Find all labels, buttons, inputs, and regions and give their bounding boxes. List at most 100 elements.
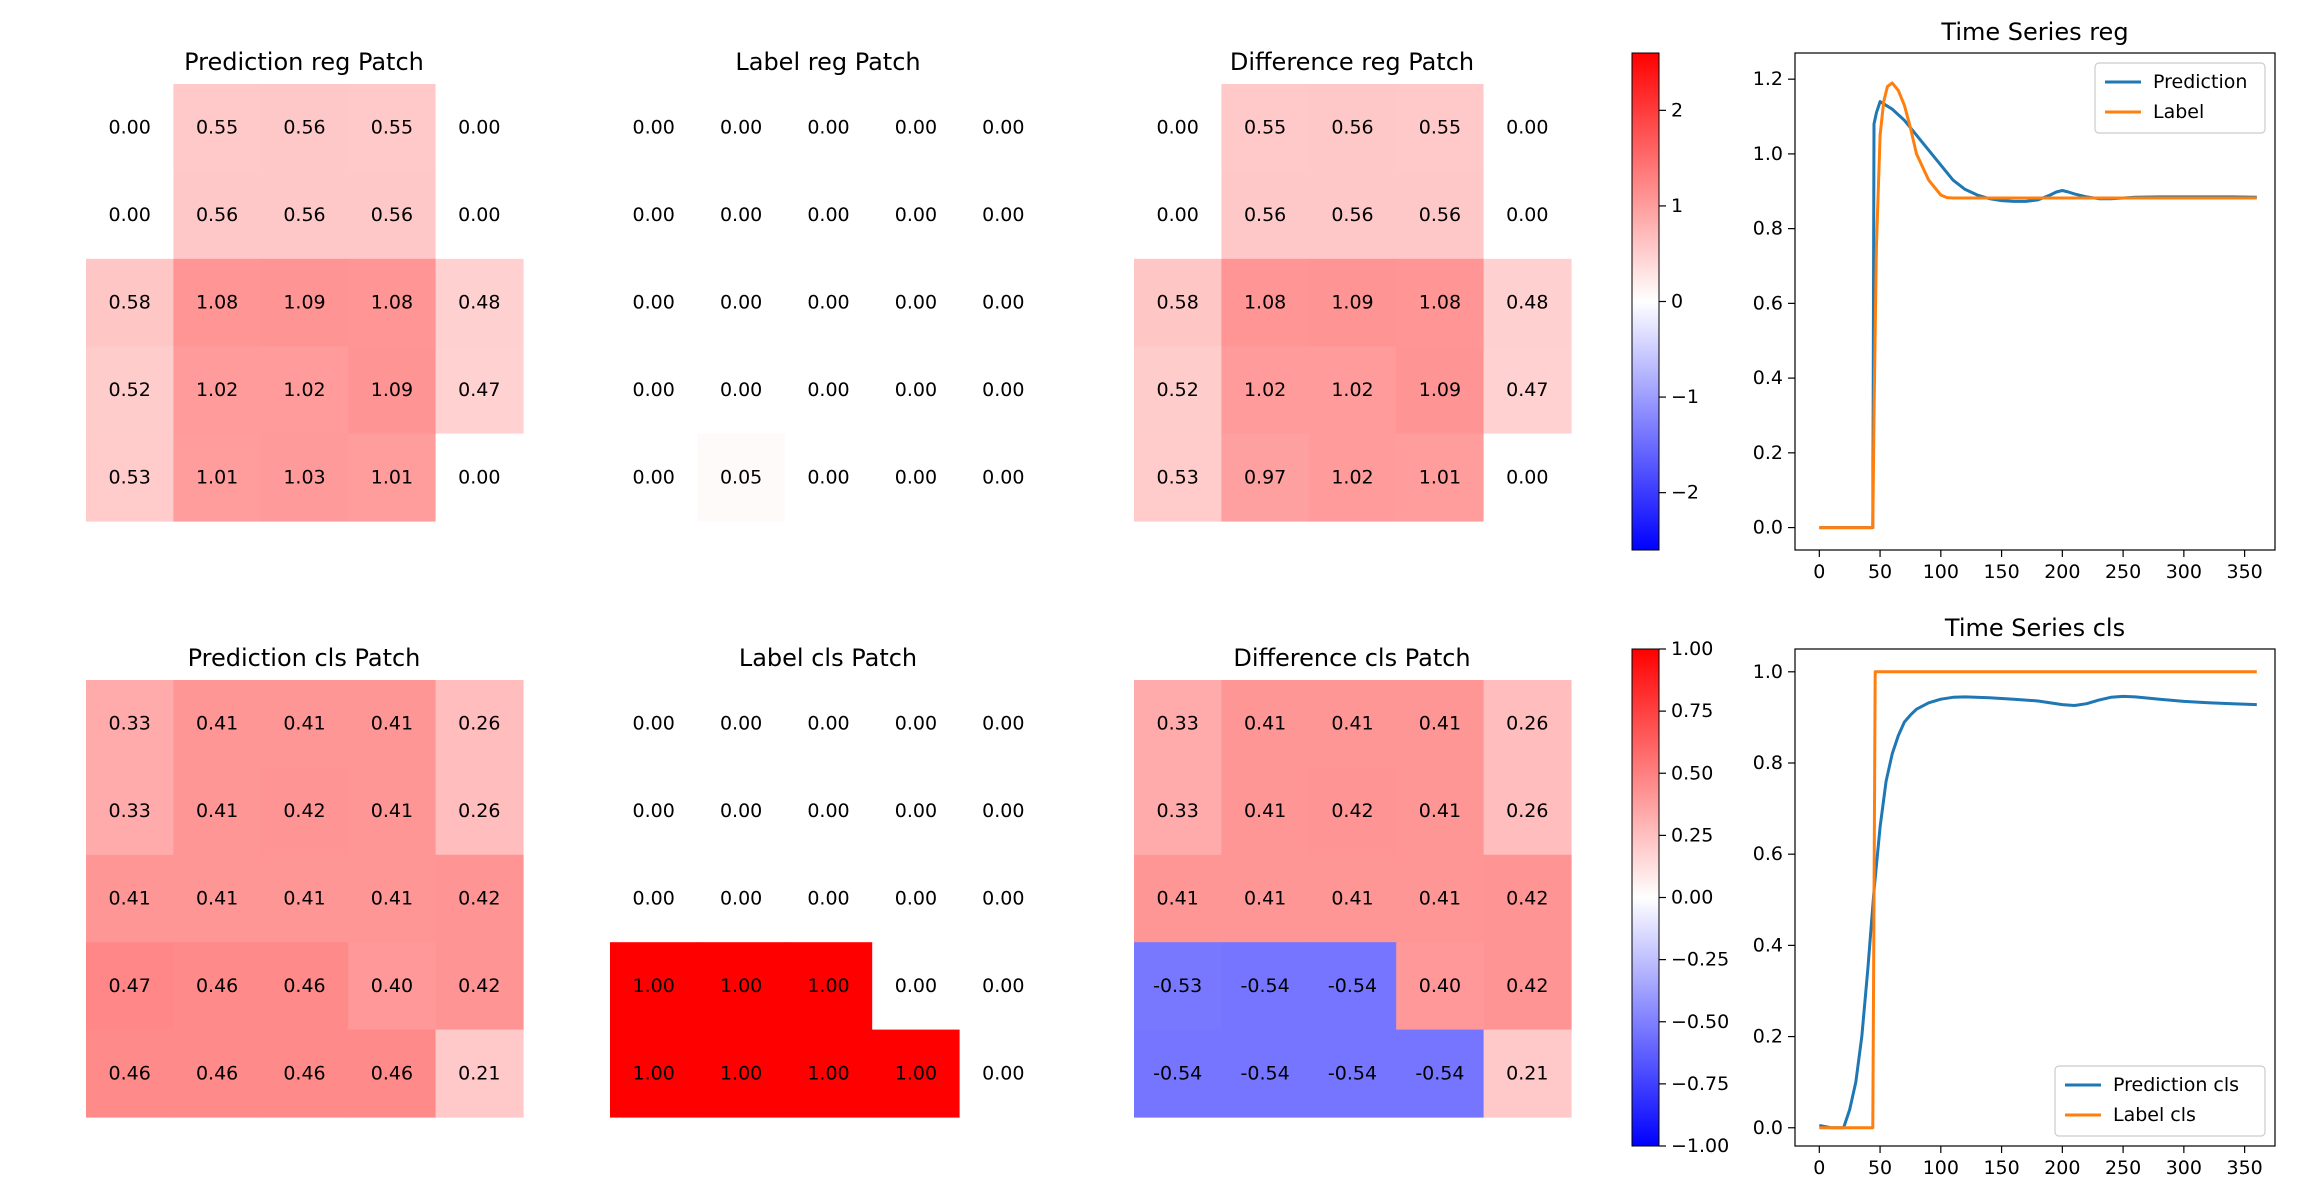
x-tick-label: 250 xyxy=(2105,1157,2141,1179)
heatmap-cell-label: 0.47 xyxy=(1506,379,1548,401)
heatmap-cell-label: 0.00 xyxy=(1157,204,1199,226)
heatmap-cell-label: 0.46 xyxy=(283,1062,325,1084)
colorbar-tick-label: −1.00 xyxy=(1671,1135,1729,1157)
colorbar-tick-label: 0.25 xyxy=(1671,824,1713,846)
plot-frame xyxy=(1794,648,2276,1147)
series-line-1 xyxy=(1819,81,2257,530)
heatmap-cell xyxy=(173,258,262,347)
heatmap-cell-label: 0.56 xyxy=(371,204,413,226)
x-tick-label: 50 xyxy=(1868,561,1892,583)
heatmap-cell-label: 0.47 xyxy=(458,379,500,401)
legend: Prediction cls Label cls xyxy=(2054,1065,2266,1137)
heatmap-cell xyxy=(1134,680,1222,768)
heatmap-cell xyxy=(435,346,524,435)
heatmap-cell-label: 1.08 xyxy=(196,292,238,314)
x-tick-label: 150 xyxy=(1983,561,2019,583)
heatmap-cell-label: 0.41 xyxy=(196,713,238,735)
heatmap-cell xyxy=(1221,942,1310,1031)
heatmap-cell-label: 0.00 xyxy=(720,204,762,226)
heatmap-cell-label: 0.41 xyxy=(1331,713,1373,735)
heatmap-cell xyxy=(260,346,349,435)
heatmap-cell xyxy=(435,433,524,522)
heatmap-cell-label: 1.08 xyxy=(371,292,413,314)
heatmap-cell xyxy=(1308,767,1397,856)
heatmap-cell-label: 0.00 xyxy=(720,713,762,735)
heatmap-prediction-cls-patch: Prediction cls Patch 0.33 0.41 0.41 0.41 0.26… xyxy=(86,644,524,1118)
heatmap-cell xyxy=(1483,942,1572,1031)
chart-title: Time Series cls xyxy=(1944,614,2125,642)
heatmap-cell-label: -0.54 xyxy=(1241,1062,1290,1084)
heatmap-cell xyxy=(348,84,437,172)
heatmap-cell xyxy=(1308,854,1397,943)
y-tick-label: 0.8 xyxy=(1753,752,1783,774)
heatmap-cell-label: 0.33 xyxy=(1157,713,1199,735)
heatmap-cell-label: 0.00 xyxy=(1157,117,1199,139)
heatmap-cell-label: 0.56 xyxy=(283,117,325,139)
heatmap-cell xyxy=(959,258,1048,347)
heatmap-cell-label: 0.46 xyxy=(196,1062,238,1084)
heatmap-cell-label: 0.53 xyxy=(1157,466,1199,488)
colorbar-tick-label: −1 xyxy=(1671,386,1699,408)
heatmap-cell-label: 1.01 xyxy=(196,466,238,488)
plot-frame xyxy=(1794,52,2276,551)
heatmap-cell xyxy=(173,171,262,260)
heatmap-cell xyxy=(435,171,524,260)
heatmap-cell xyxy=(1221,854,1310,943)
heatmap-cell xyxy=(1308,942,1397,1031)
heatmap-cell xyxy=(1134,854,1222,943)
heatmap-cell xyxy=(173,854,262,943)
heatmap-cell xyxy=(173,767,262,856)
heatmap-cell-label: 0.00 xyxy=(807,466,849,488)
heatmap-cell xyxy=(86,680,174,768)
heatmap-cell xyxy=(1483,346,1572,435)
heatmap-cell-label: 1.00 xyxy=(633,1062,675,1084)
heatmap-cell xyxy=(697,680,786,768)
heatmap-cell-label: 0.42 xyxy=(1506,888,1548,910)
heatmap-cell xyxy=(86,1029,174,1118)
heatmap-cell-label: 0.00 xyxy=(633,800,675,822)
heatmap-cell xyxy=(260,854,349,943)
heatmap-cell xyxy=(610,942,698,1031)
heatmap-cell-label: 0.41 xyxy=(371,713,413,735)
heatmap-cell-label: 0.00 xyxy=(633,117,675,139)
heatmap-cell-label: 0.33 xyxy=(109,800,151,822)
heatmap-cell xyxy=(1221,171,1310,260)
heatmap-cell-label: 0.56 xyxy=(283,204,325,226)
heatmap-cell-label: 1.02 xyxy=(1244,379,1286,401)
legend-label: Prediction cls xyxy=(2113,1074,2239,1096)
heatmap-cell-label: -0.54 xyxy=(1415,1062,1464,1084)
heatmap-cell xyxy=(872,346,961,435)
heatmap-cell-label: 0.00 xyxy=(982,713,1024,735)
heatmap-cell-label: 0.00 xyxy=(982,379,1024,401)
heatmap-cell-label: 0.00 xyxy=(895,379,937,401)
colorbar-tick-label: 1 xyxy=(1671,195,1683,217)
heatmap-cell xyxy=(1396,1029,1485,1118)
heatmap-cell xyxy=(348,767,437,856)
y-tick-label: 0.2 xyxy=(1753,442,1783,464)
colorbar-gradient xyxy=(1631,52,1660,551)
heatmap-cell-label: 0.41 xyxy=(109,888,151,910)
heatmap-cell xyxy=(1396,171,1485,260)
heatmap-cell xyxy=(1396,433,1485,522)
heatmap-cell-label: 0.55 xyxy=(371,117,413,139)
heatmap-cell xyxy=(1396,854,1485,943)
heatmap-cell-label: 0.00 xyxy=(895,292,937,314)
heatmap-cell xyxy=(959,171,1048,260)
heatmap-cell-label: 1.00 xyxy=(720,1062,762,1084)
heatmap-cell xyxy=(872,1029,961,1118)
heatmap-cell-label: 0.00 xyxy=(807,379,849,401)
heatmap-cell xyxy=(697,1029,786,1118)
heatmap-cell-label: 0.42 xyxy=(458,888,500,910)
heatmap-cell xyxy=(872,942,961,1031)
heatmap-cell-label: 0.00 xyxy=(807,292,849,314)
heatmap-cell xyxy=(872,680,961,768)
legend-box xyxy=(2054,1065,2266,1137)
heatmap-cell xyxy=(86,942,174,1031)
legend-label: Label cls xyxy=(2113,1104,2196,1126)
heatmap-cell-label: 1.01 xyxy=(1419,466,1461,488)
heatmap-cell-label: 1.00 xyxy=(633,975,675,997)
heatmap-cell-label: 0.21 xyxy=(1506,1062,1548,1084)
heatmap-cell xyxy=(610,258,698,347)
heatmap-cell xyxy=(348,942,437,1031)
heatmap-cell-label: 1.00 xyxy=(895,1062,937,1084)
